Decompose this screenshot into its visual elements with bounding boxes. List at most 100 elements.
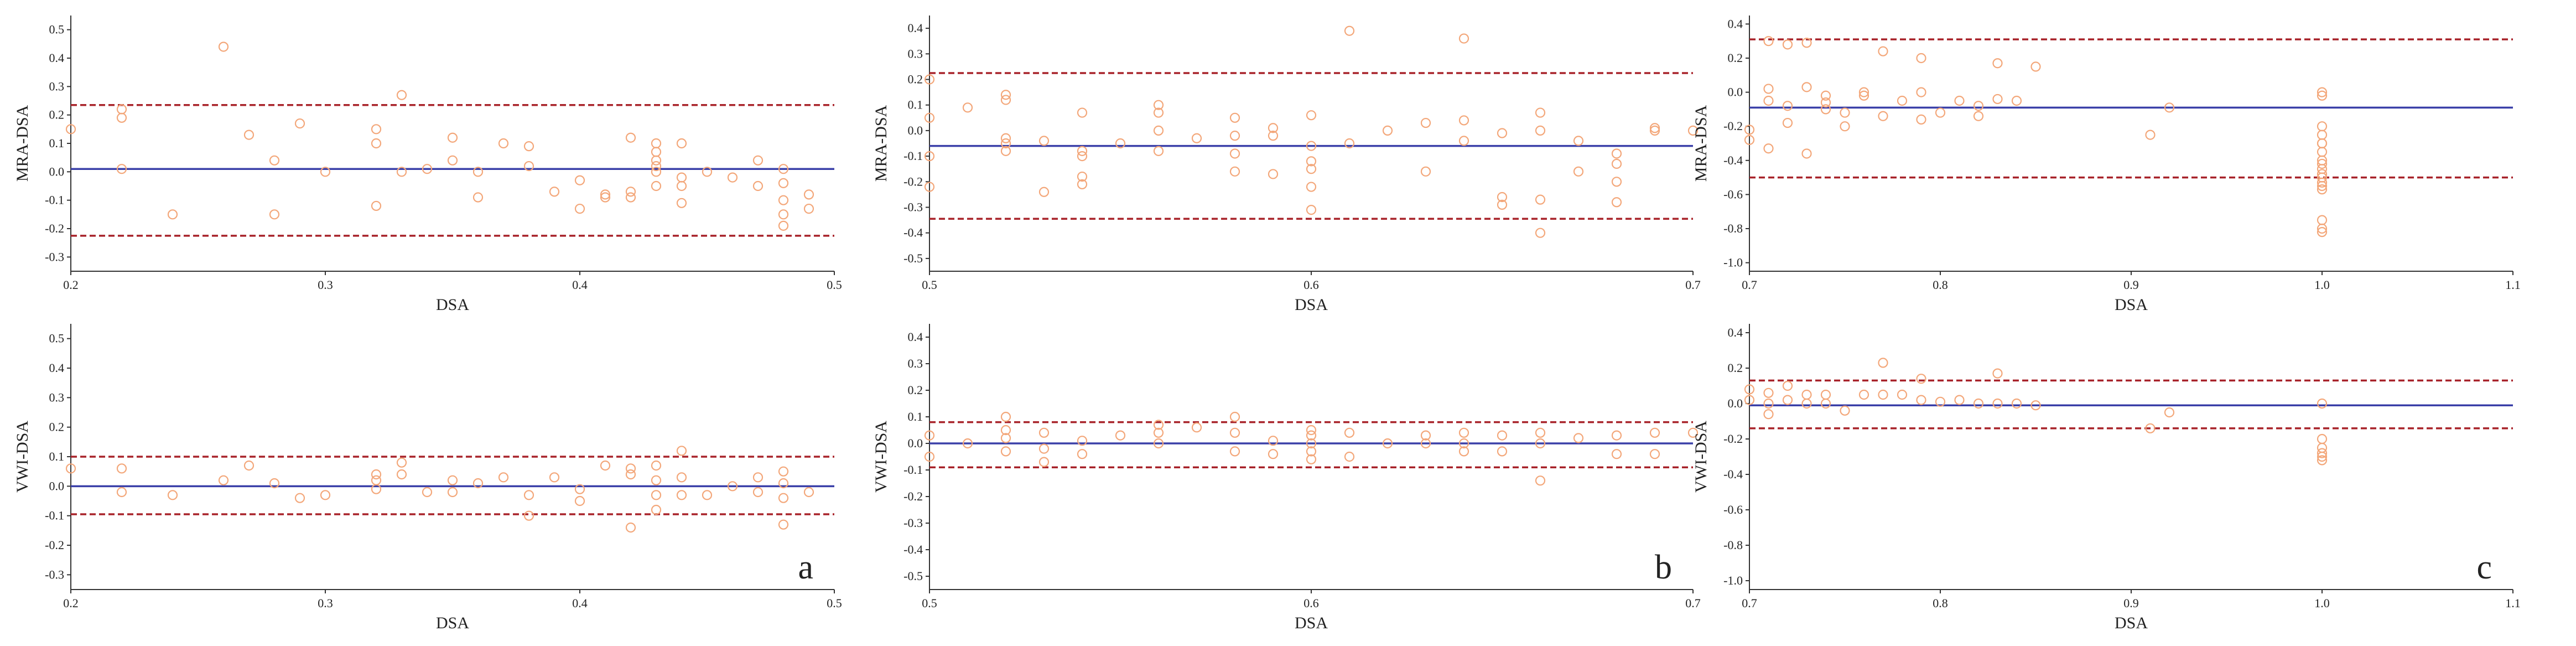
y-tick-label: 0.1 bbox=[908, 98, 923, 112]
data-point bbox=[1229, 148, 1240, 159]
y-axis-title: MRA-DSA bbox=[1692, 105, 1710, 182]
data-point bbox=[2317, 223, 2328, 234]
data-point bbox=[1840, 405, 1850, 416]
data-point bbox=[167, 490, 178, 500]
x-tick-label: 0.7 bbox=[1685, 596, 1701, 610]
data-point bbox=[2317, 147, 2328, 157]
data-point bbox=[1268, 131, 1279, 141]
data-point bbox=[803, 487, 814, 498]
data-point bbox=[778, 178, 789, 188]
data-point bbox=[1611, 148, 1622, 159]
data-point bbox=[422, 487, 433, 498]
y-tick-label: -1.0 bbox=[1723, 256, 1743, 270]
data-point bbox=[1420, 438, 1431, 449]
data-point bbox=[651, 460, 662, 471]
data-point bbox=[1344, 427, 1355, 438]
y-tick-label: 0.4 bbox=[908, 21, 923, 35]
data-point bbox=[1306, 141, 1317, 151]
y-tick-label: -0.6 bbox=[1723, 503, 1743, 516]
data-point bbox=[1744, 125, 1755, 135]
data-point bbox=[2317, 164, 2328, 174]
data-point bbox=[1573, 136, 1584, 146]
data-point bbox=[1801, 82, 1812, 92]
data-point bbox=[574, 495, 585, 507]
y-tick-label: 0.2 bbox=[49, 420, 65, 434]
data-point bbox=[396, 457, 407, 468]
x-tick-label: 0.5 bbox=[827, 278, 842, 292]
data-point bbox=[1306, 438, 1317, 449]
data-point bbox=[1306, 110, 1317, 121]
data-point bbox=[1992, 398, 2003, 409]
x-tick-label: 0.3 bbox=[318, 596, 333, 610]
x-tick-label: 0.7 bbox=[1685, 278, 1701, 292]
data-point bbox=[625, 192, 636, 203]
data-point bbox=[676, 446, 687, 456]
data-point bbox=[1782, 395, 1793, 405]
data-point bbox=[1497, 430, 1508, 441]
data-point bbox=[65, 463, 76, 474]
data-point bbox=[2030, 400, 2041, 411]
x-tick-label: 0.2 bbox=[63, 278, 79, 292]
x-axis-title: DSA bbox=[1295, 614, 1328, 632]
data-point bbox=[1858, 90, 1869, 101]
data-point bbox=[1038, 427, 1050, 438]
data-point bbox=[625, 132, 636, 143]
data-point bbox=[778, 519, 789, 530]
data-point bbox=[1820, 97, 1831, 108]
y-tick-label: -0.4 bbox=[1723, 467, 1743, 481]
data-point bbox=[1992, 368, 2003, 379]
data-point bbox=[1153, 107, 1164, 118]
x-axis-title: DSA bbox=[1295, 296, 1328, 314]
data-point bbox=[498, 472, 509, 483]
data-point bbox=[1306, 182, 1317, 192]
y-tick-label: -0.2 bbox=[45, 221, 64, 235]
data-point bbox=[1782, 101, 1793, 111]
data-point bbox=[1535, 438, 1546, 449]
data-point bbox=[447, 487, 458, 498]
y-tick-label: -0.2 bbox=[903, 174, 923, 188]
data-point bbox=[1458, 115, 1469, 126]
data-point bbox=[2317, 180, 2328, 192]
data-point bbox=[676, 138, 687, 149]
data-point bbox=[1782, 117, 1793, 128]
data-point bbox=[1000, 425, 1011, 436]
data-point bbox=[371, 475, 382, 485]
data-point bbox=[447, 132, 458, 143]
data-point bbox=[2317, 169, 2328, 179]
data-point bbox=[803, 203, 814, 214]
y-tick-label: 0.4 bbox=[49, 51, 65, 65]
data-point bbox=[1820, 104, 1831, 115]
chart-panel-a-top: -0.3 -0.2 -0.1 0.0 0.1 0.2 0.3 0.4 0.5 0.2 0.3 0.4 0… bbox=[13, 15, 842, 314]
data-point bbox=[371, 200, 382, 211]
data-point bbox=[1229, 446, 1240, 457]
x-tick-label: 0.9 bbox=[2123, 596, 2139, 610]
x-tick-label: 0.8 bbox=[1933, 278, 1948, 292]
y-tick-label: -0.3 bbox=[45, 250, 64, 263]
data-point bbox=[1649, 125, 1660, 136]
data-point bbox=[1153, 146, 1164, 156]
data-point bbox=[1306, 164, 1317, 174]
chart-panels: -0.3 -0.2 -0.1 0.0 0.1 0.2 0.3 0.4 0.5 0.2 0.3 0.4 0… bbox=[13, 15, 2521, 632]
data-point bbox=[371, 484, 382, 494]
x-axis-title: DSA bbox=[436, 296, 469, 314]
data-point bbox=[1077, 107, 1088, 118]
data-point bbox=[1229, 166, 1240, 177]
data-point bbox=[1306, 430, 1317, 441]
x-axis-title: DSA bbox=[2115, 296, 2148, 314]
data-point bbox=[116, 104, 127, 115]
chart-panel-c-top: -1.0 -0.8 -0.6 -0.4 -0.2 0.0 0.2 0.4 0.7 0.8 0.9 1.… bbox=[1692, 15, 2521, 314]
data-point bbox=[803, 189, 814, 200]
y-tick-label: 0.2 bbox=[1728, 51, 1743, 65]
x-tick-label: 0.7 bbox=[1742, 596, 1757, 610]
data-point bbox=[1801, 398, 1812, 409]
y-tick-label: 0.1 bbox=[49, 136, 65, 150]
data-point bbox=[727, 481, 738, 492]
y-tick-label: 0.0 bbox=[908, 436, 923, 450]
data-point bbox=[1801, 38, 1812, 48]
data-point bbox=[2317, 121, 2328, 132]
data-point bbox=[1878, 46, 1888, 56]
data-point bbox=[2030, 61, 2041, 72]
data-point bbox=[1229, 427, 1240, 438]
data-point bbox=[371, 124, 382, 135]
data-point bbox=[2317, 138, 2328, 149]
